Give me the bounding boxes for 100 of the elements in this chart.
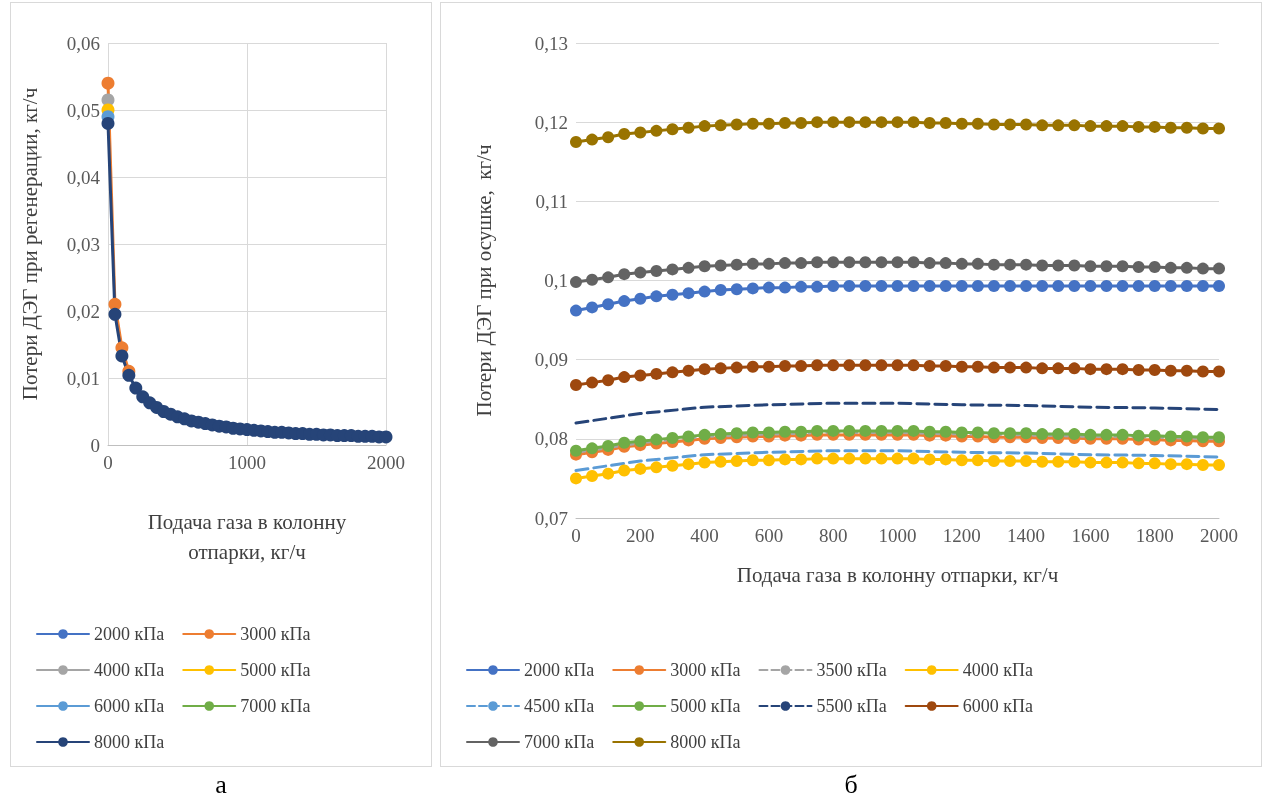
point xyxy=(923,453,936,466)
point xyxy=(1148,457,1161,470)
point xyxy=(987,455,1000,467)
point xyxy=(875,452,888,465)
point xyxy=(1100,456,1113,469)
point xyxy=(971,454,984,467)
point xyxy=(923,257,936,270)
point xyxy=(827,359,840,372)
point xyxy=(1196,262,1209,275)
point xyxy=(746,454,759,467)
x-tick-label: 200 xyxy=(626,525,655,546)
y-tick-label: 0,04 xyxy=(66,166,101,188)
legend-label: 3000 кПа xyxy=(240,624,311,644)
point xyxy=(795,360,808,372)
point xyxy=(1132,261,1145,274)
point xyxy=(1020,427,1033,440)
point xyxy=(923,360,936,372)
y-tick-label: 0,11 xyxy=(535,190,568,212)
point xyxy=(875,256,888,269)
legend-label: 2000 кПа xyxy=(94,624,165,644)
point xyxy=(730,427,743,440)
point xyxy=(1084,363,1097,376)
point xyxy=(586,273,599,286)
legend-label: 6000 кПа xyxy=(94,696,165,716)
x-tick-label: 0 xyxy=(571,525,581,546)
point xyxy=(1036,455,1049,468)
point xyxy=(666,459,679,472)
point xyxy=(971,257,984,270)
x-tick-label: 1000 xyxy=(228,452,266,473)
point xyxy=(1100,363,1113,376)
point xyxy=(666,123,679,136)
y-tick-label: 0,01 xyxy=(66,367,100,389)
point xyxy=(811,280,824,293)
point xyxy=(971,280,984,293)
legend-label: 3500 кПа xyxy=(816,660,887,680)
point xyxy=(795,425,808,438)
point xyxy=(1196,280,1209,293)
point xyxy=(650,265,663,277)
point xyxy=(570,444,582,457)
point xyxy=(1164,430,1177,443)
point xyxy=(778,425,791,438)
point xyxy=(666,288,679,301)
point xyxy=(1020,118,1033,131)
x-axis-title: Подача газа в колонну отпарки, кг/ч xyxy=(736,563,1059,587)
point xyxy=(987,427,1000,440)
point xyxy=(746,282,759,295)
point xyxy=(795,257,808,270)
point xyxy=(1068,259,1081,272)
point xyxy=(907,424,920,437)
point xyxy=(1213,280,1225,293)
point xyxy=(1100,260,1113,273)
point xyxy=(618,436,631,449)
point xyxy=(108,307,122,321)
point xyxy=(1116,280,1129,293)
point xyxy=(907,452,920,465)
point xyxy=(843,280,856,293)
point xyxy=(955,117,968,130)
point xyxy=(987,258,1000,271)
point xyxy=(1213,122,1225,135)
x-tick-label: 2000 xyxy=(1200,525,1238,546)
point xyxy=(859,452,872,465)
point xyxy=(570,135,582,148)
point xyxy=(891,424,904,437)
point xyxy=(602,271,615,284)
point xyxy=(1004,361,1017,374)
y-tick-label: 0,13 xyxy=(534,32,568,54)
point xyxy=(762,360,775,373)
point xyxy=(618,268,631,281)
line-series xyxy=(574,401,1221,425)
y-tick-label: 0,06 xyxy=(66,32,100,54)
point xyxy=(634,435,647,448)
point xyxy=(714,259,727,272)
x-tick-label: 400 xyxy=(690,525,719,546)
point xyxy=(682,430,695,443)
point xyxy=(955,426,968,439)
point xyxy=(1052,362,1065,375)
legend-label: 5000 кПа xyxy=(240,660,311,680)
point xyxy=(730,283,743,296)
point xyxy=(101,93,115,107)
point xyxy=(1148,120,1161,133)
point xyxy=(666,263,679,276)
point xyxy=(1196,365,1209,378)
point xyxy=(891,116,904,129)
point xyxy=(698,363,711,376)
point xyxy=(1116,428,1129,441)
point xyxy=(1100,428,1113,441)
point xyxy=(762,426,775,439)
point xyxy=(875,280,888,293)
point xyxy=(1004,455,1017,467)
point xyxy=(698,260,711,273)
point xyxy=(682,287,695,300)
point xyxy=(746,257,759,270)
text: а xyxy=(214,770,228,800)
point xyxy=(650,367,663,380)
point xyxy=(1180,121,1193,134)
point xyxy=(1148,280,1161,293)
point xyxy=(682,121,695,134)
point xyxy=(1004,258,1017,271)
point xyxy=(827,452,840,465)
point xyxy=(586,133,599,146)
